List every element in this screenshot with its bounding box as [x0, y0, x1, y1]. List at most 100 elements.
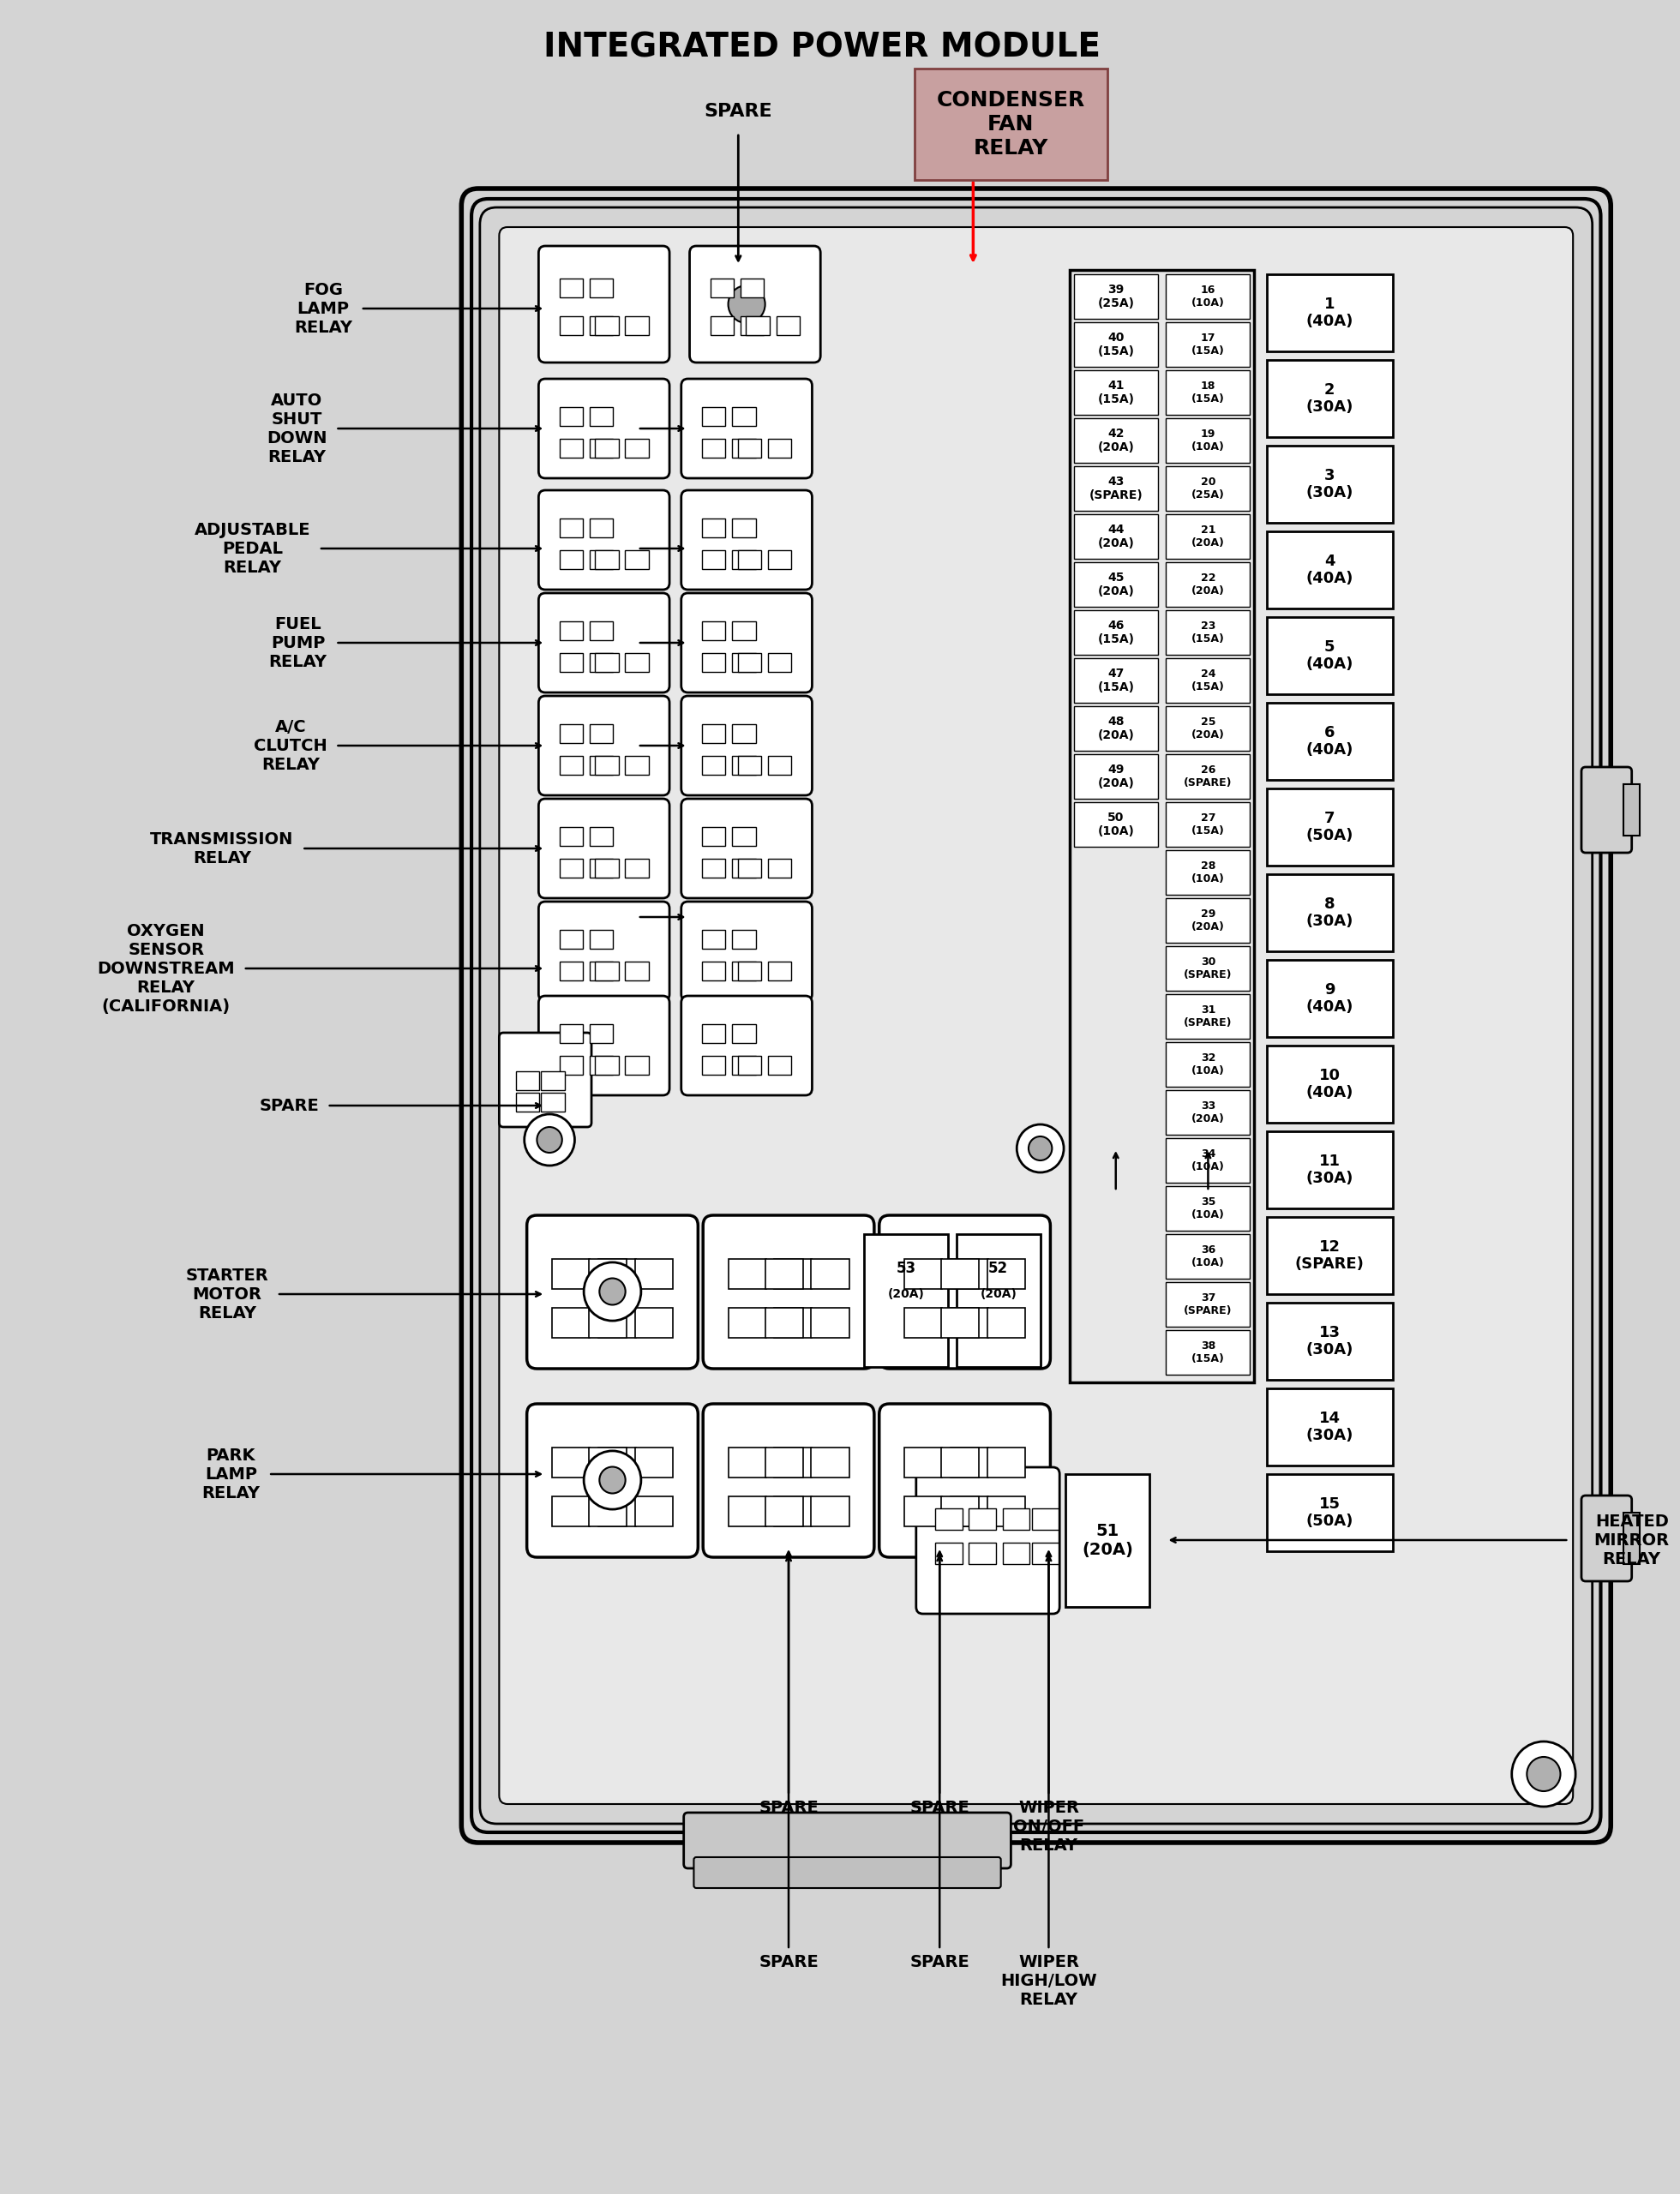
Bar: [732, 858, 756, 878]
Bar: [1074, 706, 1158, 750]
Bar: [951, 1259, 988, 1288]
Bar: [559, 1055, 583, 1075]
Bar: [951, 1308, 988, 1338]
FancyBboxPatch shape: [702, 1215, 874, 1369]
Bar: [590, 408, 613, 426]
Text: 44
(20A): 44 (20A): [1097, 524, 1134, 548]
Bar: [590, 654, 613, 671]
Bar: [1166, 419, 1250, 463]
Bar: [1267, 873, 1393, 952]
Bar: [590, 858, 613, 878]
Text: 48
(20A): 48 (20A): [1097, 715, 1134, 742]
Bar: [732, 518, 756, 538]
Bar: [541, 1071, 564, 1090]
Bar: [595, 654, 618, 671]
Text: 16
(10A): 16 (10A): [1191, 285, 1225, 309]
Bar: [598, 1448, 637, 1477]
Bar: [1166, 851, 1250, 895]
Bar: [595, 439, 618, 459]
Bar: [635, 1259, 672, 1288]
Bar: [625, 654, 648, 671]
Bar: [559, 724, 583, 744]
FancyBboxPatch shape: [689, 246, 820, 362]
Bar: [732, 1025, 756, 1042]
Text: 38
(15A): 38 (15A): [1191, 1341, 1225, 1365]
Circle shape: [1016, 1126, 1063, 1172]
Bar: [732, 551, 756, 568]
Bar: [590, 1055, 613, 1075]
Bar: [1267, 1303, 1393, 1380]
Text: OXYGEN
SENSOR
DOWNSTREAM
RELAY
(CALIFORNIA): OXYGEN SENSOR DOWNSTREAM RELAY (CALIFORN…: [97, 924, 235, 1014]
Bar: [988, 1308, 1025, 1338]
Text: WIPER
ON/OFF
RELAY: WIPER ON/OFF RELAY: [1013, 1799, 1084, 1854]
Bar: [738, 757, 761, 774]
Bar: [988, 1496, 1025, 1527]
Bar: [738, 654, 761, 671]
Bar: [1074, 803, 1158, 847]
Bar: [1032, 1509, 1058, 1529]
Bar: [625, 757, 648, 774]
Bar: [1074, 755, 1158, 799]
Bar: [768, 858, 791, 878]
Text: 28
(10A): 28 (10A): [1191, 860, 1225, 884]
Bar: [590, 930, 613, 948]
Bar: [768, 654, 791, 671]
FancyBboxPatch shape: [680, 489, 811, 590]
Bar: [1003, 1509, 1030, 1529]
Bar: [590, 551, 613, 568]
Text: 41
(15A): 41 (15A): [1097, 380, 1134, 406]
Text: 12
(SPARE): 12 (SPARE): [1295, 1240, 1364, 1273]
Bar: [516, 1093, 539, 1112]
Text: STARTER
MOTOR
RELAY: STARTER MOTOR RELAY: [185, 1268, 269, 1321]
Bar: [590, 827, 613, 847]
Text: 34
(10A): 34 (10A): [1191, 1147, 1225, 1172]
Bar: [732, 439, 756, 459]
Bar: [811, 1308, 848, 1338]
Bar: [1166, 1090, 1250, 1134]
Bar: [941, 1308, 979, 1338]
FancyBboxPatch shape: [528, 1215, 697, 1369]
Bar: [553, 1496, 590, 1527]
Bar: [553, 1448, 590, 1477]
Text: 30
(SPARE): 30 (SPARE): [1184, 957, 1233, 981]
FancyBboxPatch shape: [539, 246, 669, 362]
Bar: [1267, 1474, 1393, 1551]
Bar: [1267, 1218, 1393, 1294]
Text: SPARE: SPARE: [704, 103, 773, 121]
Text: 43
(SPARE): 43 (SPARE): [1089, 476, 1142, 502]
Bar: [727, 1496, 766, 1527]
Bar: [702, 1055, 726, 1075]
Bar: [559, 439, 583, 459]
FancyBboxPatch shape: [1581, 1496, 1631, 1582]
Bar: [764, 1308, 803, 1338]
Bar: [590, 1025, 613, 1042]
Bar: [625, 551, 648, 568]
Bar: [635, 1448, 672, 1477]
Bar: [1074, 610, 1158, 654]
Bar: [1166, 274, 1250, 318]
Bar: [1166, 1330, 1250, 1376]
Bar: [1267, 1047, 1393, 1123]
Bar: [1166, 1281, 1250, 1327]
Bar: [559, 408, 583, 426]
Bar: [941, 1496, 979, 1527]
Text: 29
(20A): 29 (20A): [1191, 908, 1225, 932]
Bar: [768, 1055, 791, 1075]
Bar: [738, 858, 761, 878]
Bar: [738, 551, 761, 568]
Bar: [941, 1448, 979, 1477]
Bar: [590, 757, 613, 774]
Text: 19
(10A): 19 (10A): [1191, 428, 1225, 452]
Bar: [936, 1509, 963, 1529]
Bar: [625, 316, 648, 336]
Bar: [1166, 513, 1250, 559]
Bar: [1166, 467, 1250, 511]
Bar: [595, 1055, 618, 1075]
Bar: [635, 1496, 672, 1527]
Bar: [595, 551, 618, 568]
Bar: [1074, 513, 1158, 559]
Bar: [732, 961, 756, 981]
Bar: [702, 621, 726, 641]
Text: 27
(15A): 27 (15A): [1191, 812, 1225, 836]
FancyBboxPatch shape: [879, 1404, 1050, 1558]
